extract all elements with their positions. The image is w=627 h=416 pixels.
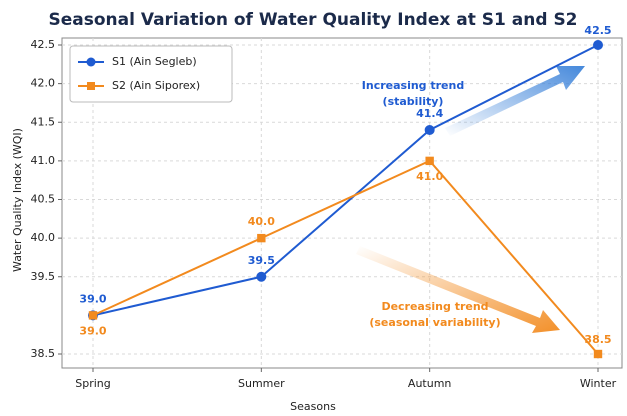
marker — [593, 349, 603, 359]
y-tick-label: 38.5 — [31, 347, 56, 360]
marker — [88, 311, 98, 320]
plot-frame — [61, 37, 623, 369]
annotation: (seasonal variability) — [369, 316, 500, 329]
legend-marker — [87, 82, 95, 90]
legend-marker — [86, 57, 96, 67]
y-tick-label: 41.5 — [31, 115, 56, 128]
legend-label: S2 (Ain Siporex) — [112, 79, 200, 92]
data-label: 42.5 — [584, 24, 611, 37]
trend-arrow-up — [445, 66, 585, 136]
x-tick-label: Autumn — [408, 377, 451, 390]
legend: S1 (Ain Segleb) S2 (Ain Siporex) — [69, 45, 233, 103]
data-label: 39.0 — [79, 292, 106, 305]
y-tick-label: 40.5 — [31, 193, 56, 206]
data-label: 39.0 — [79, 324, 106, 337]
series-group: 39.0 39.5 41.4 42.5 39.0 40.0 41.0 38.5 — [79, 24, 612, 359]
y-tick-label: 39.5 — [31, 270, 56, 283]
y-tick-label: 42.0 — [31, 77, 56, 90]
legend-label: S1 (Ain Segleb) — [112, 55, 197, 68]
annotation: Decreasing trend — [381, 300, 488, 313]
y-axis-label: Water Quality Index (WQI) — [11, 128, 24, 272]
y-tick-label: 41.0 — [31, 154, 56, 167]
data-label: 40.0 — [248, 215, 275, 228]
annotation: (stability) — [383, 95, 444, 108]
series-line — [92, 44, 599, 317]
marker — [593, 40, 603, 50]
data-label: 41.0 — [416, 170, 443, 183]
y-tick-label: 42.5 — [31, 38, 56, 51]
x-axis-label: Seasons — [290, 400, 336, 413]
marker — [425, 156, 434, 166]
x-tick-label: Summer — [238, 377, 285, 390]
chart-title: Seasonal Variation of Water Quality Inde… — [48, 10, 577, 30]
series-line — [92, 159, 599, 355]
data-label: 41.4 — [416, 107, 443, 120]
y-tick-label: 40.0 — [31, 231, 56, 244]
trend-arrow-down — [356, 246, 560, 333]
legend-box — [69, 45, 233, 103]
marker — [257, 233, 266, 243]
annotation: Increasing trend — [362, 79, 464, 92]
marker — [424, 124, 435, 135]
data-label: 39.5 — [248, 254, 275, 267]
data-label: 38.5 — [584, 333, 611, 346]
x-tick-label: Winter — [580, 377, 617, 390]
marker — [256, 271, 267, 282]
x-tick-label: Spring — [75, 377, 111, 390]
